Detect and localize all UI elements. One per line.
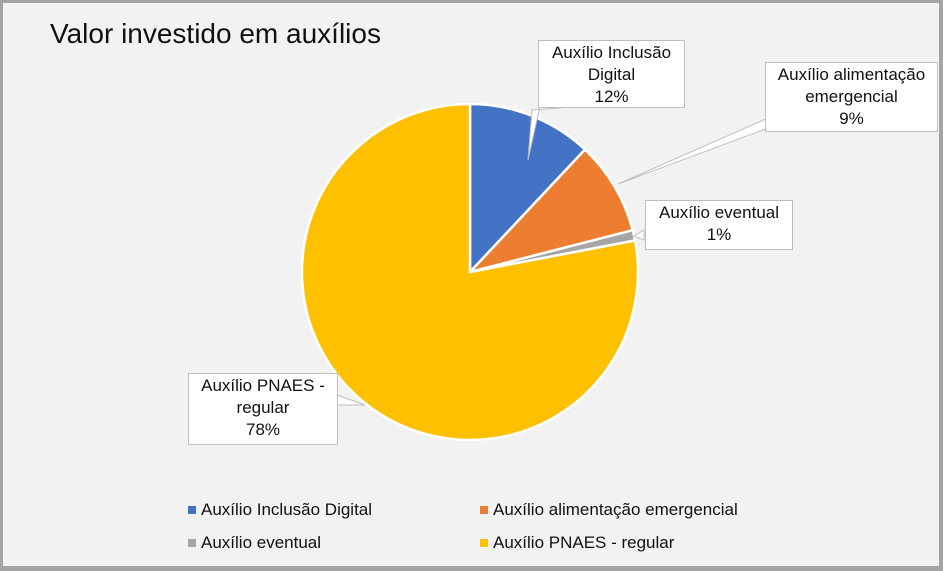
label-pct: 12% — [594, 87, 629, 106]
legend-swatch — [188, 539, 196, 547]
legend-label: Auxílio PNAES - regular — [493, 533, 675, 552]
label-pct: 9% — [839, 109, 864, 128]
data-label-eventual: Auxílio eventual 1% — [645, 200, 793, 250]
legend-item-alimentacao[interactable]: Auxílio alimentação emergencial — [480, 500, 738, 520]
legend-item-eventual[interactable]: Auxílio eventual — [188, 533, 321, 553]
label-line: Auxílio Inclusão — [551, 43, 672, 62]
chart-title: Valor investido em auxílios — [50, 18, 381, 49]
data-label-inclusao: Auxílio Inclusão Digital 12% — [538, 40, 685, 108]
label-line: Auxílio alimentação — [777, 65, 926, 84]
label-pct: 1% — [706, 225, 732, 244]
data-label-pnaes: Auxílio PNAES - regular 78% — [188, 373, 338, 445]
label-line: Auxílio PNAES - — [201, 376, 325, 395]
legend-label: Auxílio Inclusão Digital — [201, 500, 373, 519]
slice-alimentacao-emergencial[interactable] — [466, 147, 635, 275]
label-line: emergencial — [805, 87, 898, 106]
legend-swatch — [480, 506, 488, 514]
label-line: regular — [236, 398, 290, 417]
leader-3 — [632, 229, 645, 241]
label-pct: 78% — [245, 420, 281, 439]
data-label-alimentacao: Auxílio alimentação emergencial 9% — [765, 62, 938, 132]
legend-item-inclusao[interactable]: Auxílio Inclusão Digital — [188, 500, 372, 520]
legend-swatch — [480, 539, 488, 547]
leader-2 — [617, 117, 769, 185]
legend-label: Auxílio alimentação emergencial — [493, 500, 738, 519]
legend-swatch — [188, 506, 196, 514]
legend-item-pnaes[interactable]: Auxílio PNAES - regular — [480, 533, 674, 553]
slice-pnaes-regular[interactable] — [300, 102, 640, 442]
label-line: Auxílio eventual — [658, 203, 780, 222]
legend-label: Auxílio eventual — [201, 533, 322, 552]
label-line: Digital — [587, 65, 636, 84]
